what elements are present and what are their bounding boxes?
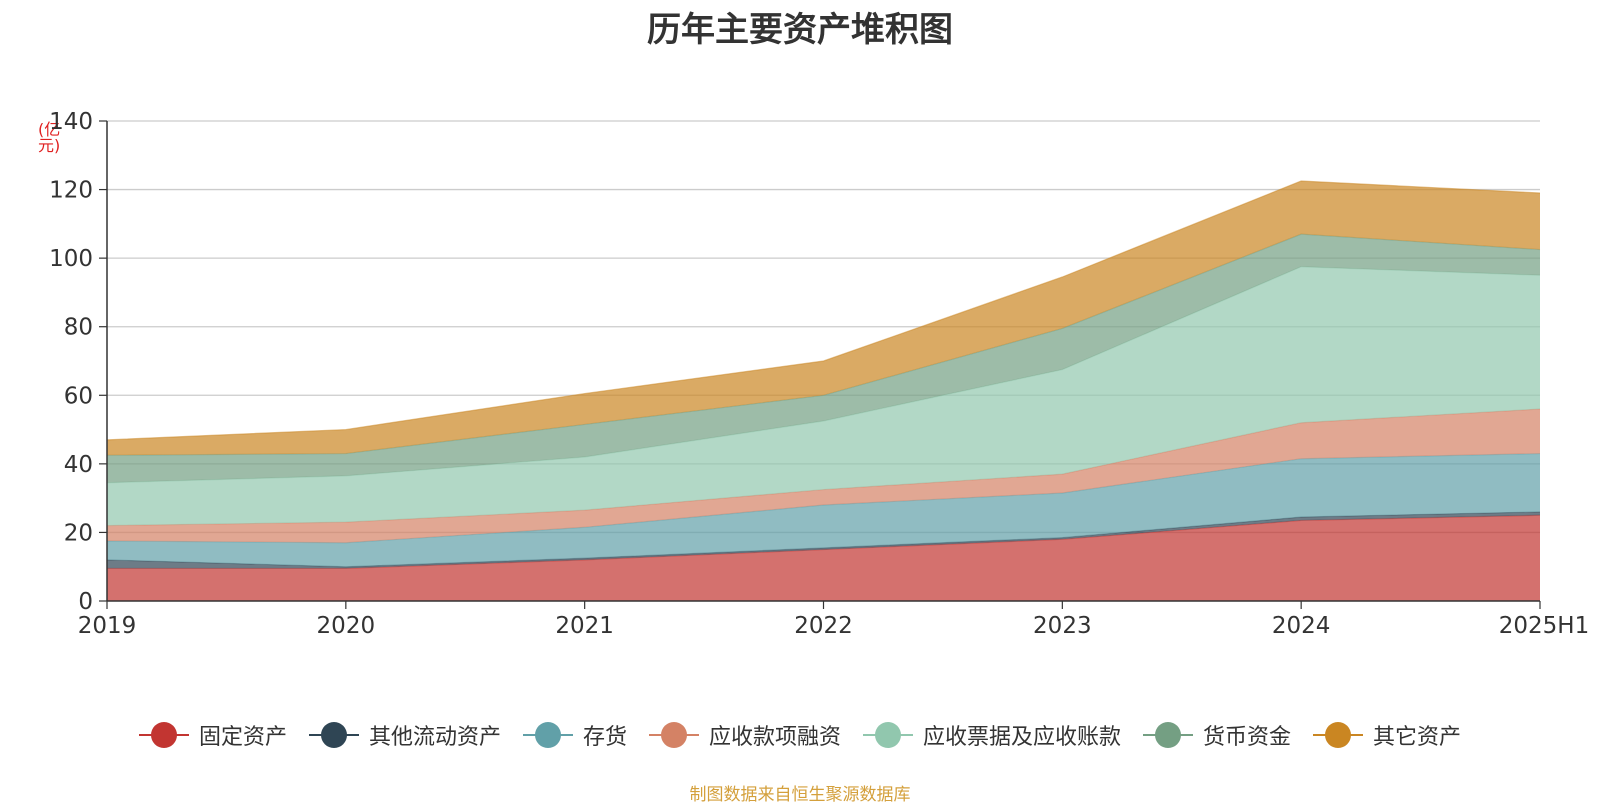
- legend-label: 应收款项融资: [708, 725, 841, 750]
- area-series-3[interactable]: [107, 409, 1540, 543]
- legend-item-1[interactable]: 其他流动资产: [308, 719, 501, 751]
- y-tick-label: 60: [64, 383, 93, 409]
- data-source-note: 制图数据来自恒生聚源数据库: [689, 785, 911, 805]
- legend-label: 固定资产: [198, 725, 287, 750]
- x-tick-label: 2022: [794, 613, 853, 639]
- chart-title: 历年主要资产堆积图: [647, 10, 953, 50]
- y-tick-label: 100: [49, 246, 93, 272]
- x-tick-label: 2024: [1272, 613, 1331, 639]
- legend-label: 存货: [582, 725, 627, 750]
- legend-item-6[interactable]: 其它资产: [1313, 719, 1461, 751]
- y-tick-label: 80: [64, 315, 93, 341]
- area-series-5[interactable]: [107, 234, 1540, 483]
- legend-marker-icon: [308, 722, 359, 748]
- legend-marker-icon: [522, 722, 573, 748]
- legend-label: 其它资产: [1373, 725, 1462, 750]
- x-tick-label: 2021: [555, 613, 614, 639]
- x-tick-label: 2025H1: [1499, 613, 1589, 639]
- legend-marker-icon: [1143, 722, 1194, 748]
- legend-marker-icon: [648, 722, 699, 748]
- legend-label: 货币资金: [1203, 725, 1292, 750]
- x-tick-label: 2023: [1033, 613, 1092, 639]
- legend-label: 其他流动资产: [368, 725, 501, 750]
- y-tick-label: 40: [64, 452, 93, 478]
- legend-item-2[interactable]: 存货: [522, 719, 627, 751]
- series-line-6: [106, 180, 1541, 441]
- area-series-1[interactable]: [107, 511, 1540, 569]
- area-series-0[interactable]: [107, 515, 1540, 601]
- legend-item-3[interactable]: 应收款项融资: [648, 719, 841, 751]
- x-tick-label: 2019: [78, 613, 137, 639]
- y-tick-label: 20: [64, 520, 93, 546]
- area-series-4[interactable]: [107, 266, 1540, 526]
- legend-item-0[interactable]: 固定资产: [138, 719, 287, 751]
- y-tick-label: 140: [49, 109, 93, 135]
- area-series-6[interactable]: [107, 181, 1540, 456]
- legend-marker-icon: [1313, 722, 1364, 748]
- legend-item-4[interactable]: 应收票据及应收账款: [863, 719, 1121, 751]
- y-tick-label: 120: [49, 178, 93, 204]
- area-series-2[interactable]: [107, 453, 1540, 567]
- legend-marker-icon: [863, 722, 913, 748]
- y-tick-label: 0: [78, 589, 93, 615]
- x-tick-label: 2020: [317, 613, 376, 639]
- legend-label: 应收票据及应收账款: [923, 725, 1122, 750]
- legend-marker-icon: [138, 722, 189, 748]
- legend-item-5[interactable]: 货币资金: [1143, 719, 1291, 751]
- chart-legend: 固定资产 其他流动资产 存货 应收款项融资 应收票据及应收账款 货币资金 其它资产: [0, 718, 1600, 752]
